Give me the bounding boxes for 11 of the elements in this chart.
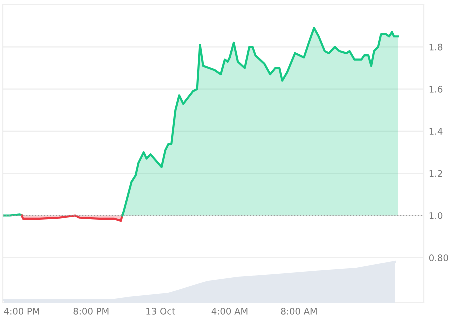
x-tick-label: 4:00 PM xyxy=(4,308,40,315)
x-tick-label: 4:00 AM xyxy=(212,308,248,315)
y-tick-label: 1.4 xyxy=(430,128,443,135)
x-tick-label: 8:00 AM xyxy=(281,308,317,315)
x-tick-label: 8:00 PM xyxy=(74,308,109,315)
y-tick-label: 1.8 xyxy=(430,44,443,51)
y-tick-label: 1.2 xyxy=(430,170,442,178)
y-tick-label: 1.0 xyxy=(430,212,443,220)
y-tick-label: 1.6 xyxy=(430,86,443,93)
y-tick-label: 0.80 xyxy=(429,254,448,262)
x-tick-label: 13 Oct xyxy=(146,308,176,315)
